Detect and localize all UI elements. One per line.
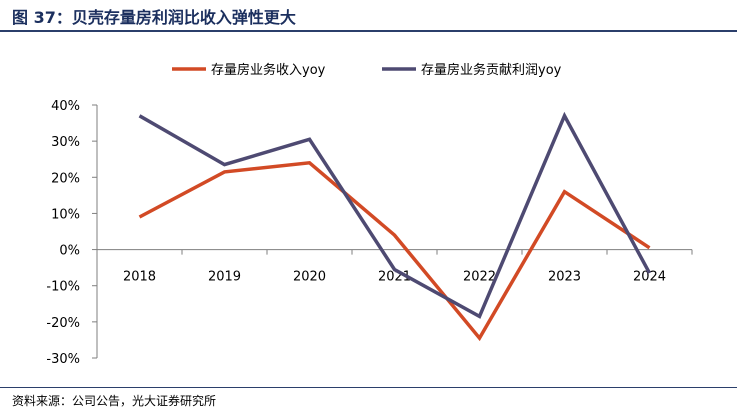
chart-legend: 存量房业务收入yoy 存量房业务贡献利润yoy — [172, 62, 562, 78]
legend-label-2: 存量房业务贡献利润yoy — [421, 62, 562, 78]
x-tick-label: 2022 — [463, 270, 496, 285]
y-tick-label: 40% — [51, 99, 80, 114]
series-layer — [138, 111, 652, 342]
y-tick-label: 0% — [59, 244, 80, 259]
y-tick-label: -10% — [46, 280, 80, 295]
y-tick-label: -20% — [46, 316, 80, 331]
x-tick-label: 2020 — [293, 270, 326, 285]
footer-rule — [0, 387, 737, 388]
x-tick-label: 2024 — [633, 270, 666, 285]
x-tick-label: 2019 — [208, 270, 241, 285]
y-tick-label: 30% — [51, 135, 80, 150]
figure-title: 图 37：贝壳存量房利润比收入弹性更大 — [12, 8, 296, 27]
title-rule — [0, 30, 737, 32]
y-tick-label: 20% — [51, 171, 80, 186]
x-tick-label: 2023 — [548, 270, 581, 285]
x-tick-label: 2018 — [123, 270, 156, 285]
series-line-1 — [138, 160, 651, 342]
x-axis: 2018 2019 2020 2021 2022 2023 2024 — [96, 249, 693, 285]
y-tick-label: -30% — [46, 352, 80, 367]
legend-label-1: 存量房业务收入yoy — [211, 62, 326, 78]
source-note: 资料来源：公司公告，光大证券研究所 — [12, 394, 217, 408]
y-tick-label: 10% — [51, 207, 80, 222]
series-line-2 — [138, 111, 652, 319]
y-axis: 40% 30% 20% 10% 0% -10% -20% -30% — [46, 99, 98, 367]
